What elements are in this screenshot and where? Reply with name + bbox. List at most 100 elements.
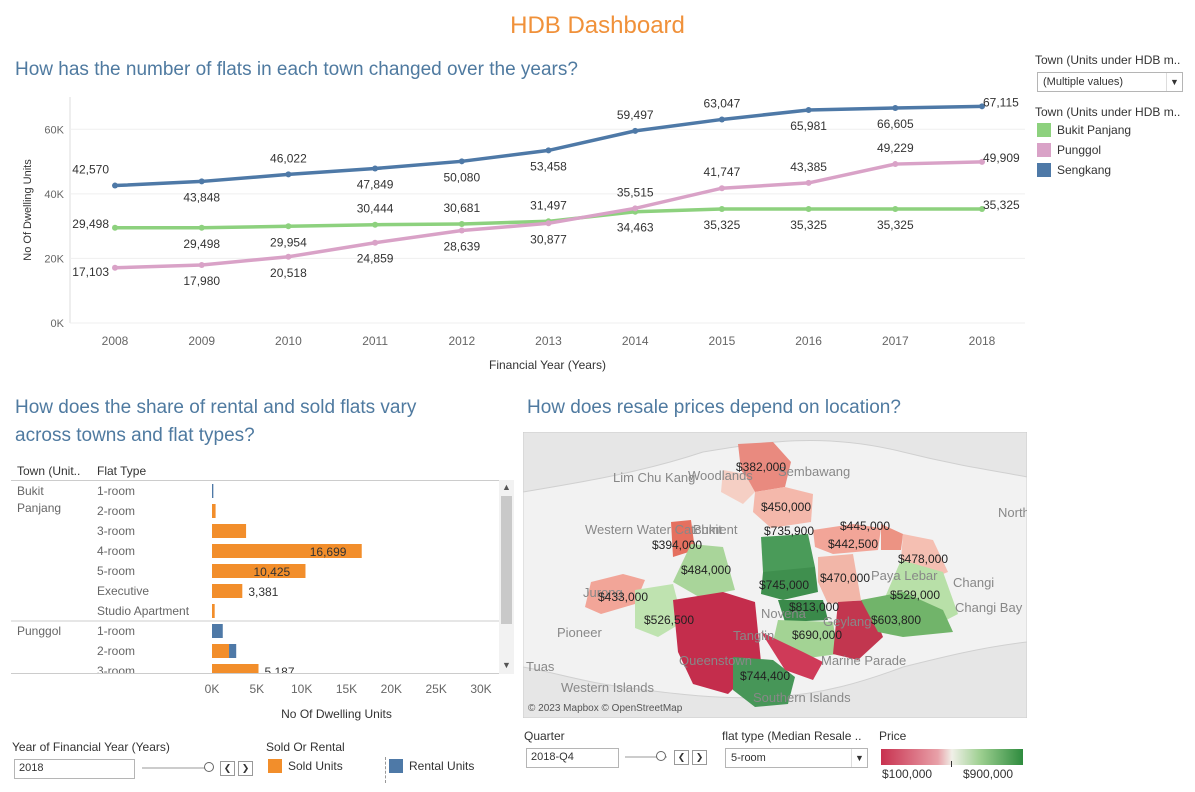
map-title: How does resale prices depend on locatio…	[527, 397, 901, 418]
place-name: Bukit	[693, 522, 722, 537]
price-legend-label: Price	[879, 729, 907, 743]
chevron-down-icon: ▼	[851, 749, 867, 767]
town-polygon	[881, 524, 903, 550]
quarter-next-button[interactable]: ❯	[692, 750, 707, 765]
x-tick-label: 30K	[470, 682, 491, 696]
data-label: 43,848	[183, 190, 220, 204]
year-filter-value: 2018	[19, 762, 44, 774]
y-tick-label: 20K	[44, 253, 64, 265]
data-point	[545, 220, 552, 227]
data-point	[979, 158, 985, 165]
legend-item-rental[interactable]: Rental Units	[389, 759, 474, 773]
price-ramp-marker	[951, 761, 952, 767]
bar-chart-title-line2: across towns and flat types?	[15, 425, 255, 446]
rental-bar	[229, 644, 237, 658]
legend-swatch	[1037, 123, 1051, 137]
line-chart[interactable]: 0K 20K 40K 60K 2008 2009 2010 2011 2012 2013 2014 2…	[0, 85, 1030, 380]
sold-bar	[212, 584, 243, 598]
flat-type-dropdown[interactable]: 5-room ▼	[725, 748, 868, 768]
legend-item-bukit-panjang[interactable]: Bukit Panjang	[1037, 123, 1131, 137]
year-slider-track[interactable]	[142, 767, 210, 769]
town-polygon	[585, 574, 645, 614]
town-filter-dropdown[interactable]: (Multiple values) ▼	[1037, 72, 1183, 92]
price-label: $445,000	[840, 519, 890, 533]
year-next-button[interactable]: ❯	[238, 761, 253, 776]
bar-scrollbar[interactable]: ▲ ▼	[499, 480, 514, 674]
data-point	[372, 239, 379, 246]
legend-item-sold[interactable]: Sold Units	[268, 759, 343, 773]
quarter-prev-button[interactable]: ❮	[674, 750, 689, 765]
x-tick-label: 2011	[362, 334, 388, 348]
place-name: Novena	[761, 606, 807, 621]
price-label: $394,000	[652, 538, 702, 552]
data-label: 31,497	[530, 198, 567, 212]
data-label: 17,980	[183, 274, 220, 288]
x-tick-label: 10K	[291, 682, 312, 696]
place-name: Southern Islands	[753, 690, 851, 705]
data-label: 35,515	[617, 185, 654, 199]
data-point	[198, 224, 205, 231]
bar-value-label: 3,381	[248, 585, 278, 599]
data-label: 30,444	[357, 202, 394, 216]
legend-item-punggol[interactable]: Punggol	[1037, 143, 1101, 157]
map-attribution[interactable]: © 2023 Mapbox © OpenStreetMap	[528, 703, 683, 714]
quarter-label: Quarter	[524, 729, 565, 743]
data-point	[112, 264, 118, 271]
data-point	[892, 104, 899, 111]
resale-price-map[interactable]: Lim Chu Kang Woodlands Sembawang Western…	[523, 432, 1027, 718]
x-tick-label: 2009	[188, 334, 215, 348]
x-tick-label: 2014	[622, 334, 649, 348]
price-label: $442,500	[828, 537, 878, 551]
flat-type-label: 5-room	[97, 564, 135, 578]
price-label: $529,000	[890, 588, 940, 602]
data-label: 65,981	[790, 119, 827, 133]
data-label: 35,325	[983, 198, 1020, 212]
flat-type-label: Executive	[97, 584, 149, 598]
price-min-label: $100,000	[882, 767, 933, 781]
quarter-slider-handle[interactable]	[656, 751, 666, 761]
bar-value-label: 5,187	[265, 665, 295, 674]
data-label: 66,605	[877, 117, 914, 131]
quarter-slider-track[interactable]	[625, 756, 667, 758]
place-name: Sembawang	[778, 464, 850, 479]
data-point	[632, 205, 639, 212]
bar-x-axis: 0K 5K 10K 15K 20K 25K 30K No Of Dwelling Units	[205, 682, 492, 721]
x-tick-label: 2015	[709, 334, 736, 348]
flat-type-label: 4-room	[97, 544, 135, 558]
place-name: Geylang	[823, 614, 871, 629]
price-label: $744,400	[740, 669, 790, 683]
year-filter-input[interactable]: 2018	[14, 759, 135, 779]
bar-table-viewport[interactable]: Bukit Panjang 1-room 2-room 3-room 4-room 16,6…	[11, 480, 499, 674]
legend-swatch	[268, 759, 282, 773]
data-point	[285, 253, 292, 260]
scrollbar-thumb[interactable]	[501, 496, 512, 624]
scroll-down-icon[interactable]: ▼	[502, 660, 511, 670]
legend-item-sengkang[interactable]: Sengkang	[1037, 163, 1111, 177]
data-point	[372, 165, 379, 172]
legend-divider	[385, 757, 386, 783]
place-name: Tanglin	[733, 628, 774, 643]
flat-type-label: 1-room	[97, 484, 135, 498]
data-label: 20,518	[270, 266, 307, 280]
year-prev-button[interactable]: ❮	[220, 761, 235, 776]
scroll-up-icon[interactable]: ▲	[502, 482, 511, 492]
price-label: $735,900	[764, 524, 814, 538]
price-label: $484,000	[681, 563, 731, 577]
bar-chart: Bukit Panjang 1-room 2-room 3-room 4-room 16,6…	[11, 484, 499, 674]
quarter-input[interactable]: 2018-Q4	[526, 748, 619, 768]
data-label: 59,497	[617, 108, 654, 122]
year-slider-handle[interactable]	[204, 762, 214, 772]
data-point	[805, 179, 812, 186]
x-tick-label: 25K	[425, 682, 446, 696]
town-polygon	[671, 520, 695, 557]
x-tick-label: 2016	[795, 334, 822, 348]
legend-label: Sengkang	[1057, 163, 1112, 177]
town-polygon	[761, 632, 823, 680]
col-header-town: Town (Unit..	[17, 464, 81, 478]
y-tick-label: 0K	[51, 318, 65, 330]
x-tick-label: 2008	[102, 334, 129, 348]
town-filter-value: (Multiple values)	[1043, 76, 1124, 88]
data-point	[198, 261, 205, 268]
town-polygon	[753, 487, 813, 528]
legend-swatch	[1037, 143, 1051, 157]
